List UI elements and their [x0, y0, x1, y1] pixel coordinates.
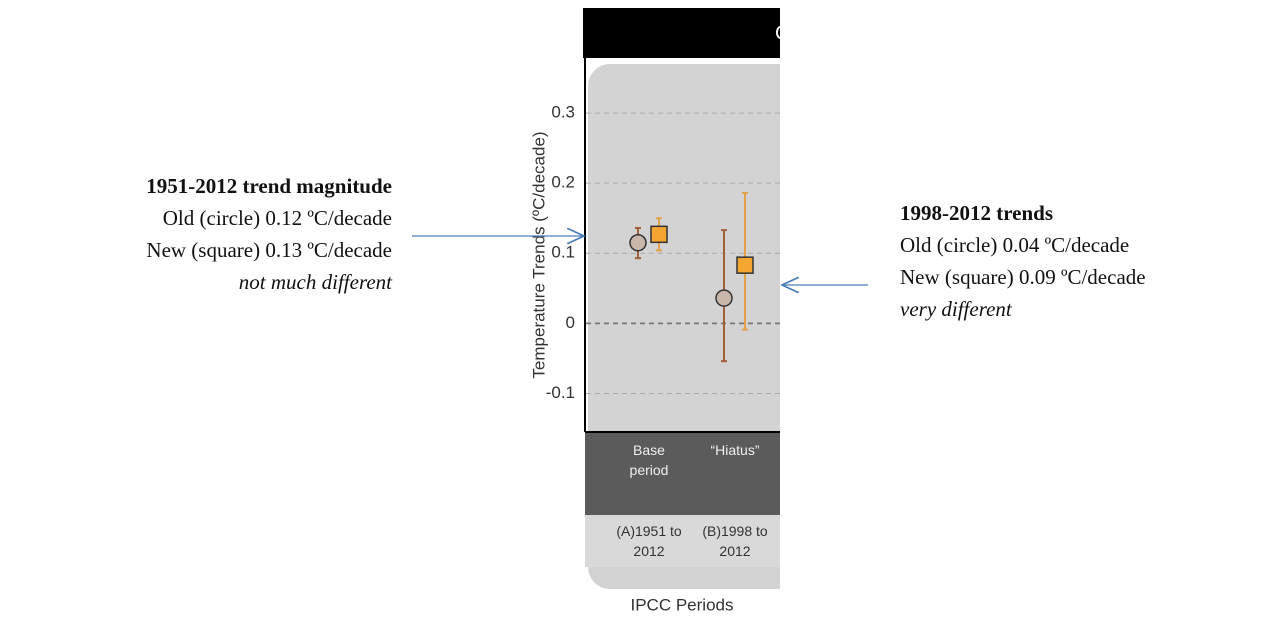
- annotation-line: not much different: [239, 270, 393, 294]
- point: [715, 289, 733, 307]
- chart-title: C: [775, 22, 789, 44]
- period-label: (B)1998 to 2012: [702, 523, 768, 559]
- point: [629, 233, 647, 252]
- annotation-line: New (square) 0.13 ºC/decade: [146, 238, 392, 262]
- point: [736, 256, 754, 274]
- y-tick-label: 0.2: [551, 173, 575, 192]
- annotation-line: very different: [900, 297, 1013, 321]
- annotation-line: Old (circle) 0.04 ºC/decade: [900, 233, 1129, 257]
- period-label: (A)1951 to 2012: [616, 523, 682, 559]
- plot: C: [583, 8, 789, 589]
- y-tick-label: -0.1: [546, 383, 575, 402]
- x-axis-label: IPCC Periods: [631, 595, 734, 614]
- y-tick-label: 0.1: [551, 243, 575, 262]
- x-category-label: Base period: [629, 442, 669, 478]
- x-category-label: “Hiatus”: [710, 442, 760, 458]
- header-bar: [583, 8, 780, 58]
- annotation-title: 1951-2012 trend magnitude: [146, 174, 392, 198]
- annotation-title: 1998-2012 trends: [900, 201, 1053, 225]
- annotation-line: New (square) 0.09 ºC/decade: [900, 265, 1146, 289]
- category-band: [585, 432, 780, 515]
- y-axis-label: Temperature Trends (ºC/decade): [529, 131, 548, 378]
- annotation-line: Old (circle) 0.12 ºC/decade: [163, 206, 392, 230]
- y-tick-label: 0: [566, 313, 575, 332]
- point: [650, 225, 668, 244]
- period-band: [585, 515, 780, 567]
- y-tick-label: 0.3: [551, 103, 575, 122]
